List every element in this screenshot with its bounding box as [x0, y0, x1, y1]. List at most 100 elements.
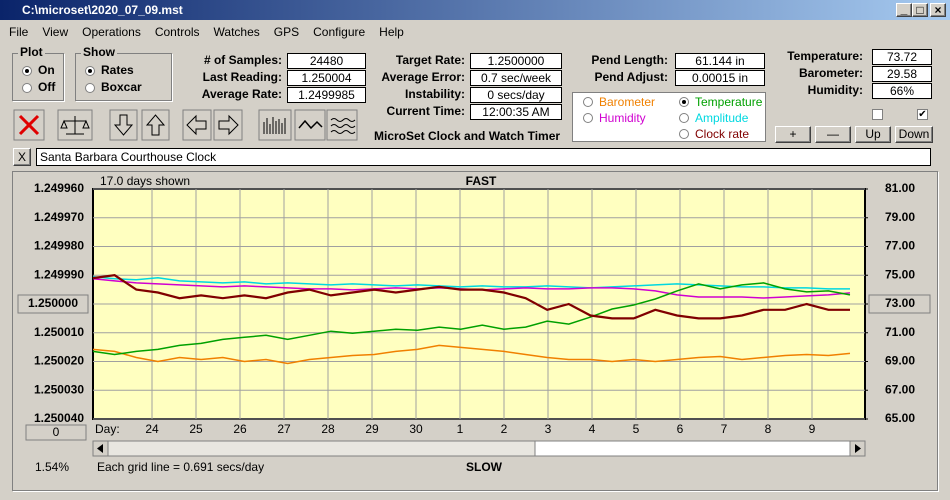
y-tick-label: 1.250040 [34, 411, 84, 425]
radio-button[interactable] [85, 83, 95, 93]
tool-left[interactable] [182, 109, 212, 141]
field-label: Pend Adjust: [594, 70, 668, 84]
value-field[interactable]: 0 secs/day [470, 87, 562, 103]
radio-button[interactable] [22, 66, 32, 76]
value-field[interactable]: 0.7 sec/week [470, 70, 562, 86]
series-line [92, 276, 850, 290]
legend-radio[interactable] [679, 113, 689, 123]
legend-radio[interactable] [583, 113, 593, 123]
series-line [92, 274, 850, 320]
value-field[interactable]: 73.72 [872, 49, 932, 65]
legend-radio[interactable] [679, 97, 689, 107]
y-tick-label: 1.250010 [34, 325, 84, 339]
menu-item[interactable]: Configure [313, 25, 366, 39]
temp-button[interactable] [868, 294, 931, 314]
x-tick-label: 3 [545, 422, 552, 436]
y2-tick-label: 77.00 [885, 239, 915, 253]
field-label: Last Reading: [202, 70, 282, 84]
legend-radio[interactable] [679, 129, 689, 139]
field-label: Instability: [404, 87, 465, 101]
x-tick-label: 5 [633, 422, 640, 436]
tool-waves[interactable] [326, 109, 358, 141]
menu-item[interactable]: File [9, 25, 29, 39]
y2-tick-label: 79.00 [885, 210, 915, 224]
close-window-button[interactable]: × [930, 3, 946, 17]
clock-name[interactable]: Santa Barbara Courthouse Clock [36, 148, 931, 166]
menu-item[interactable]: Controls [154, 25, 200, 39]
y2-tick-label: 69.00 [885, 354, 915, 368]
slow-label: SLOW [466, 460, 503, 474]
radio-button[interactable] [85, 66, 95, 76]
minimize-button[interactable]: _ [896, 3, 912, 17]
x-tick-label: 29 [365, 422, 379, 436]
x-tick-label: 30 [409, 422, 423, 436]
zero-button-label[interactable]: 0 [53, 425, 60, 439]
adjust-button[interactable]: — [815, 126, 851, 143]
chart-frame [12, 171, 938, 491]
value-field[interactable]: 1.2499985 [287, 87, 366, 103]
field-label: # of Samples: [203, 53, 282, 67]
y-tick-label: 1.249970 [34, 210, 84, 224]
x-tick-label: 24 [145, 422, 159, 436]
legend-label: Barometer [599, 95, 656, 109]
window-title: C:\microset\2020_07_09.mst [22, 3, 183, 17]
tool-bars[interactable] [258, 109, 292, 141]
adjust-button[interactable]: Down [895, 126, 933, 143]
checkbox[interactable]: ✔ [917, 109, 928, 120]
x-tick-label: 25 [189, 422, 203, 436]
value-field[interactable]: 0.00015 in [675, 70, 765, 86]
maximize-button[interactable]: □ [912, 3, 928, 17]
value-field[interactable]: 24480 [287, 53, 366, 69]
field-label: Current Time: [386, 104, 465, 118]
x-tick-label: 7 [721, 422, 728, 436]
group-box [75, 53, 172, 101]
y-tick-label: 1.250030 [34, 382, 84, 396]
value-field[interactable]: 66% [872, 83, 932, 99]
menu-item[interactable]: Operations [82, 25, 141, 39]
tool-clear[interactable] [13, 109, 45, 141]
x-tick-label: 2 [501, 422, 508, 436]
tool-up[interactable] [141, 109, 170, 141]
y-tick-label: 1.249960 [34, 181, 84, 195]
menu-item[interactable]: Help [379, 25, 404, 39]
fast-label: FAST [466, 174, 497, 188]
menu-item[interactable]: GPS [273, 25, 300, 39]
y-tick-label: 1.250020 [34, 354, 84, 368]
tool-right[interactable] [213, 109, 243, 141]
tool-scale[interactable] [57, 109, 93, 141]
legend-label: Temperature [695, 95, 763, 109]
y2-tick-label: 71.00 [885, 325, 915, 339]
adjust-button[interactable]: Up [855, 126, 891, 143]
value-field[interactable]: 1.250004 [287, 70, 366, 86]
legend-radio[interactable] [583, 97, 593, 107]
x-tick-label: 28 [321, 422, 335, 436]
radio-label: Off [38, 80, 56, 94]
radio-button[interactable] [22, 83, 32, 93]
field-label: Barometer: [798, 66, 863, 80]
x-tick-label: 6 [677, 422, 684, 436]
field-label: Average Rate: [201, 87, 282, 101]
tool-wave[interactable] [294, 109, 326, 141]
field-label: Humidity: [807, 83, 863, 97]
zero-button[interactable]: 0 [25, 424, 87, 441]
menu-item[interactable]: Watches [213, 25, 260, 39]
checkbox[interactable] [872, 109, 883, 120]
clock-close-button[interactable]: X [13, 148, 31, 166]
field-label: Average Error: [381, 70, 465, 84]
value-field[interactable]: 61.144 in [675, 53, 765, 69]
x-tick-label: 4 [589, 422, 596, 436]
grid-note: Each grid line = 0.691 secs/day [97, 460, 264, 474]
rate-button[interactable] [17, 294, 89, 314]
value-field[interactable]: 12:00:35 AM [470, 104, 562, 120]
value-field[interactable]: 1.2500000 [470, 53, 562, 69]
y-tick-label: 1.250000 [28, 296, 78, 310]
x-axis-label: Day: [95, 422, 120, 436]
adjust-button[interactable]: + [775, 126, 811, 143]
scrollbar[interactable] [92, 440, 866, 457]
value-field[interactable]: 29.58 [872, 66, 932, 82]
menu-item[interactable]: View [42, 25, 69, 39]
y2-tick-label: 73.00 [885, 296, 915, 310]
y2-tick-label: 81.00 [885, 181, 915, 195]
tool-down[interactable] [109, 109, 138, 141]
